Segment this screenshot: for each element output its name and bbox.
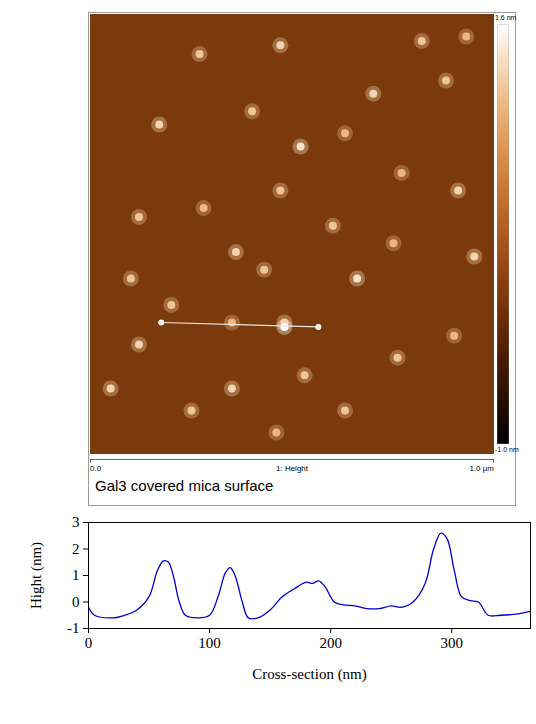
svg-text:-1: -1 [67, 620, 80, 636]
svg-text:3: 3 [72, 514, 80, 530]
svg-text:2: 2 [72, 541, 80, 557]
svg-text:Cross-section (nm): Cross-section (nm) [252, 666, 367, 683]
svg-text:1: 1 [72, 567, 80, 583]
html-text:0.0: 0.0 [90, 464, 102, 473]
html-text:1.0 µm: 1.0 µm [469, 464, 494, 473]
svg-text:Hight (nm): Hight (nm) [28, 542, 45, 609]
html-text:1: Height: 1: Height [276, 464, 308, 473]
html-text:-1.0 nm: -1.0 nm [495, 446, 519, 453]
svg-text:300: 300 [441, 635, 464, 651]
svg-text:0: 0 [72, 594, 80, 610]
svg-text:200: 200 [319, 635, 342, 651]
svg-text:0: 0 [85, 635, 93, 651]
svg-text:100: 100 [198, 635, 221, 651]
html-text:Gal3 covered mica surface: Gal3 covered mica surface [95, 477, 274, 494]
html-text:1.6 nm: 1.6 nm [495, 14, 517, 21]
